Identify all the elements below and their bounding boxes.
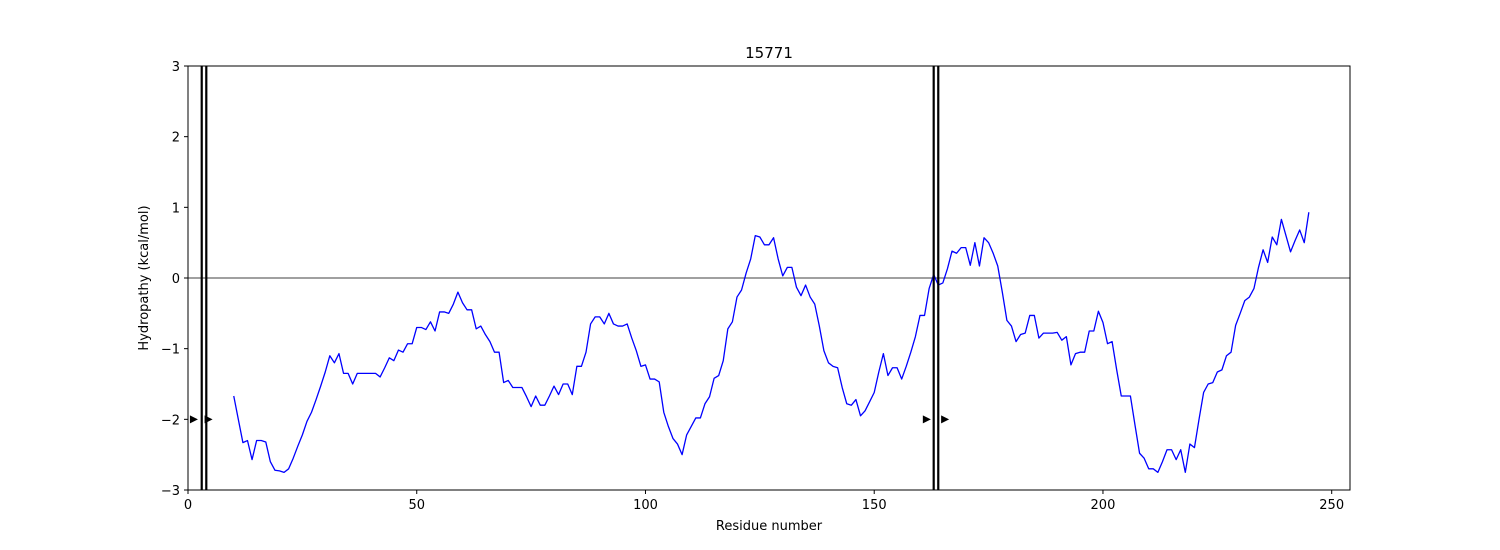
y-tick-label: −2 <box>161 413 180 428</box>
y-tick-label: 1 <box>172 201 180 216</box>
triangle-marker <box>922 415 931 424</box>
y-axis-label: Hydropathy (kcal/mol) <box>137 205 152 350</box>
hydropathy-series-line <box>233 212 1310 473</box>
x-tick-label: 200 <box>1091 498 1116 513</box>
y-tick-label: 0 <box>172 272 180 287</box>
chart-title: 15771 <box>745 44 793 62</box>
y-tick-label: −1 <box>161 343 180 358</box>
x-tick-label: 0 <box>184 498 192 513</box>
y-tick-label: −3 <box>161 484 180 499</box>
x-axis-label: Residue number <box>716 519 823 534</box>
x-tick-label: 100 <box>633 498 658 513</box>
x-tick-label: 150 <box>862 498 887 513</box>
triangle-marker <box>189 415 198 424</box>
x-tick-label: 50 <box>408 498 425 513</box>
y-tick-label: 2 <box>172 131 180 146</box>
triangle-marker <box>941 415 950 424</box>
y-tick-label: 3 <box>172 60 180 75</box>
triangle-marker <box>204 415 213 424</box>
x-tick-label: 250 <box>1319 498 1344 513</box>
